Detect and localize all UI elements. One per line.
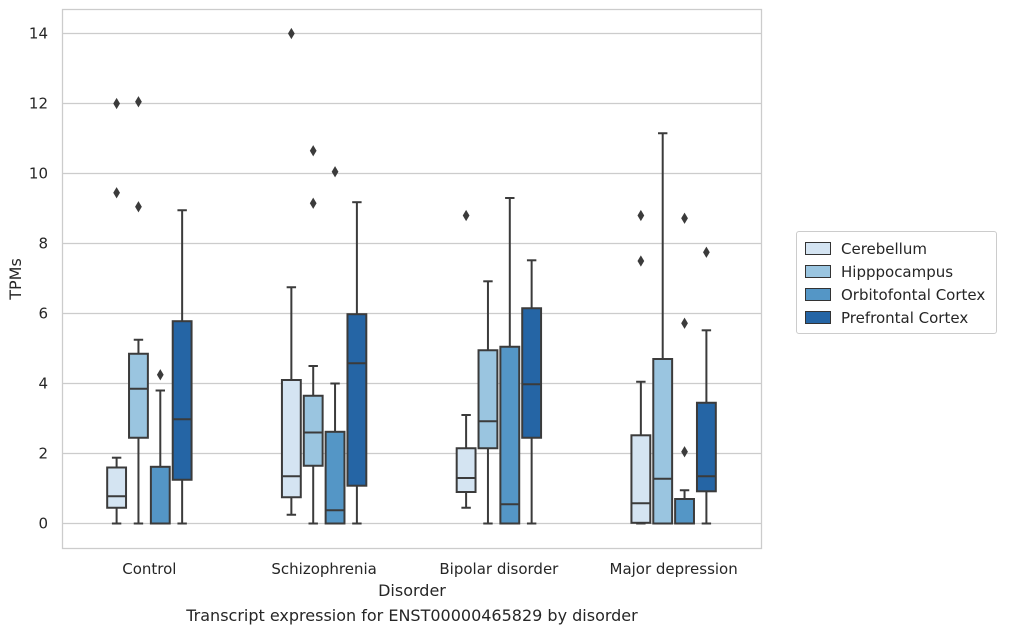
outlier-point bbox=[637, 255, 645, 267]
iqr-box bbox=[106, 466, 128, 509]
legend-swatch-cerebellum bbox=[805, 242, 831, 255]
legend-label: Prefrontal Cortex bbox=[841, 308, 969, 327]
legend-swatch-prefrontal bbox=[805, 311, 831, 324]
iqr-box bbox=[652, 358, 674, 525]
box-orbitofontal-cortex-1 bbox=[324, 166, 346, 525]
legend-label: Orbitofontal Cortex bbox=[841, 285, 986, 304]
y-tick-label: 2 bbox=[38, 445, 48, 463]
box-orbitofontal-cortex-2 bbox=[499, 197, 521, 525]
box-prefrontal-cortex-1 bbox=[346, 201, 368, 525]
outlier-point bbox=[331, 166, 339, 178]
legend-label: Cerebellum bbox=[841, 239, 927, 258]
legend-swatch-hippocampus bbox=[805, 265, 831, 278]
outlier-point bbox=[703, 246, 710, 258]
x-tick-label: Bipolar disorder bbox=[439, 560, 559, 578]
outlier-point bbox=[681, 317, 688, 329]
y-tick-label: 14 bbox=[29, 25, 48, 43]
box-series bbox=[106, 27, 717, 525]
iqr-box bbox=[171, 320, 193, 481]
outlier-point bbox=[135, 96, 142, 108]
x-tick-label: Major depression bbox=[610, 560, 738, 578]
x-tick-label: Schizophrenia bbox=[271, 560, 376, 578]
box-prefrontal-cortex-3 bbox=[695, 246, 717, 525]
iqr-box bbox=[128, 352, 149, 439]
box-prefrontal-cortex-2 bbox=[521, 259, 543, 525]
y-tick-label: 8 bbox=[38, 235, 48, 253]
x-axis-label: Disorder bbox=[378, 581, 446, 600]
outlier-point bbox=[113, 97, 120, 110]
legend: Cerebellum Hipppocampus Orbitofontal Cor… bbox=[796, 231, 997, 334]
box-cerebellum-3 bbox=[630, 209, 652, 525]
y-tick-label: 0 bbox=[38, 515, 48, 533]
iqr-box bbox=[674, 498, 695, 525]
outlier-point bbox=[287, 27, 295, 40]
y-axis-label: TPMs bbox=[6, 258, 25, 301]
y-tick-label: 12 bbox=[29, 95, 48, 113]
outlier-point bbox=[681, 212, 688, 224]
legend-item: Cerebellum bbox=[797, 237, 996, 260]
y-tick-label: 4 bbox=[38, 375, 48, 393]
outlier-point bbox=[462, 209, 470, 222]
chart-title: Transcript expression for ENST0000046582… bbox=[186, 606, 638, 625]
legend-swatch-orbitofrontal bbox=[805, 288, 831, 301]
y-tick-label: 10 bbox=[29, 165, 48, 183]
iqr-box bbox=[149, 465, 171, 525]
box-orbitofontal-cortex-3 bbox=[674, 212, 695, 525]
outlier-point bbox=[113, 187, 120, 199]
outlier-point bbox=[637, 209, 645, 222]
outlier-point bbox=[156, 369, 164, 381]
iqr-box bbox=[521, 307, 543, 439]
box-prefrontal-cortex-0 bbox=[171, 209, 193, 525]
legend-item: Hipppocampus bbox=[797, 260, 996, 283]
iqr-box bbox=[324, 430, 346, 525]
plot-frame bbox=[61, 8, 763, 550]
iqr-box bbox=[346, 313, 368, 487]
outlier-point bbox=[309, 145, 317, 157]
outlier-point bbox=[681, 446, 688, 458]
x-axis-ticks: Control Schizophrenia Bipolar disorder Majo… bbox=[122, 560, 737, 578]
outlier-point bbox=[135, 201, 142, 213]
iqr-box bbox=[302, 394, 324, 467]
box-hipppocampus-1 bbox=[302, 145, 324, 525]
iqr-box bbox=[455, 447, 477, 493]
legend-item: Prefrontal Cortex bbox=[797, 306, 996, 329]
box-cerebellum-0 bbox=[106, 97, 128, 525]
box-orbitofontal-cortex-0 bbox=[149, 369, 171, 525]
box-cerebellum-2 bbox=[455, 209, 477, 509]
y-axis-ticks: 0 2 4 6 8 10 12 14 bbox=[29, 25, 48, 533]
iqr-box bbox=[477, 349, 499, 450]
box-hipppocampus-2 bbox=[477, 280, 499, 525]
box-hipppocampus-0 bbox=[128, 96, 149, 525]
legend-label: Hipppocampus bbox=[841, 262, 954, 281]
box-hipppocampus-3 bbox=[652, 132, 674, 525]
outlier-point bbox=[309, 197, 317, 209]
y-tick-label: 6 bbox=[38, 305, 48, 323]
box-cerebellum-1 bbox=[280, 27, 302, 516]
x-tick-label: Control bbox=[122, 560, 176, 578]
legend-item: Orbitofontal Cortex bbox=[797, 283, 996, 306]
iqr-box bbox=[695, 401, 717, 493]
iqr-box bbox=[499, 345, 521, 525]
iqr-box bbox=[630, 434, 652, 524]
iqr-box bbox=[280, 379, 302, 499]
